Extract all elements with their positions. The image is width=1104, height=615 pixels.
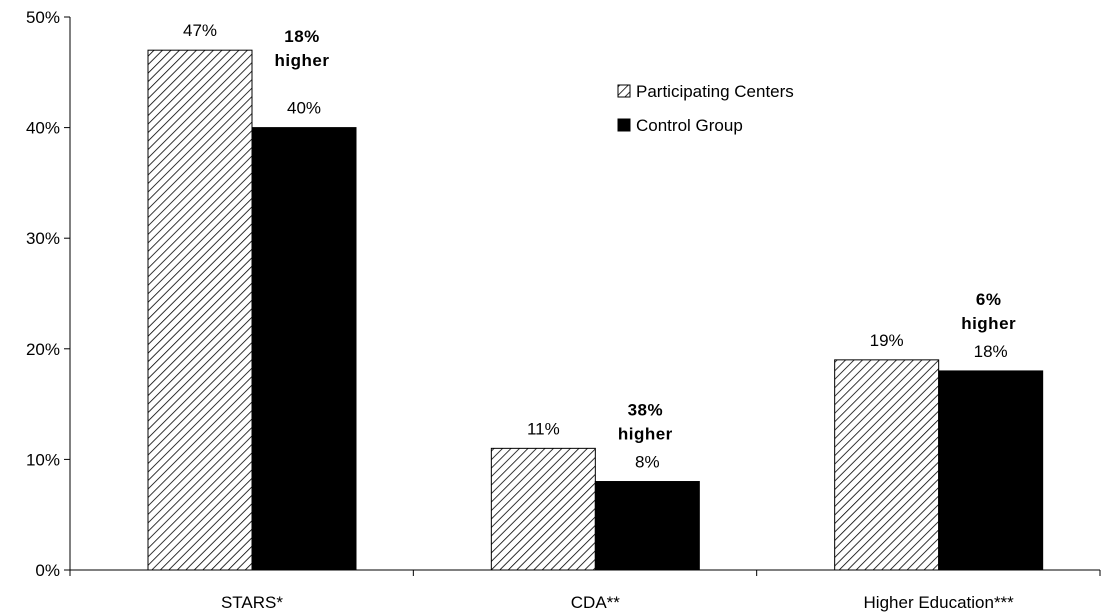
y-tick-label: 50% (26, 8, 60, 27)
value-labels: 47% 40% 18% higher 11% 8% 38% higher 19% 18% 6% hig… (183, 21, 1016, 471)
legend-swatch-control-group (617, 118, 631, 132)
y-tick-label: 40% (26, 119, 60, 138)
difference-annotation: 38% (628, 401, 664, 420)
bar-value-label: 40% (287, 99, 321, 118)
difference-annotation: higher (618, 425, 673, 444)
legend: Participating Centers Control Group (617, 82, 794, 135)
y-tick-label: 10% (26, 450, 60, 469)
x-category-label: CDA** (571, 593, 621, 612)
difference-annotation: higher (961, 314, 1016, 333)
difference-annotation: 6% (976, 290, 1002, 309)
x-category-label: Higher Education*** (864, 593, 1015, 612)
legend-label: Participating Centers (636, 82, 794, 101)
bar-control-group (594, 481, 700, 571)
bars (147, 49, 1044, 571)
bar-control-group (938, 370, 1044, 571)
bar-participating-centers (147, 49, 253, 571)
y-tick-label: 30% (26, 229, 60, 248)
y-tick-label: 0% (35, 561, 60, 580)
legend-swatch-participating-centers (617, 84, 631, 98)
bar-value-label: 19% (870, 331, 904, 350)
difference-annotation: higher (275, 51, 330, 70)
bar-value-label: 8% (635, 453, 660, 472)
bar-participating-centers (490, 447, 596, 571)
x-category-label: STARS* (221, 593, 283, 612)
bar-control-group (251, 127, 357, 571)
difference-annotation: 18% (284, 27, 320, 46)
bar-participating-centers (834, 359, 940, 571)
bar-value-label: 18% (974, 342, 1008, 361)
y-tick-label: 20% (26, 340, 60, 359)
bar-value-label: 47% (183, 21, 217, 40)
bar-value-label: 11% (527, 419, 560, 438)
legend-label: Control Group (636, 116, 743, 135)
